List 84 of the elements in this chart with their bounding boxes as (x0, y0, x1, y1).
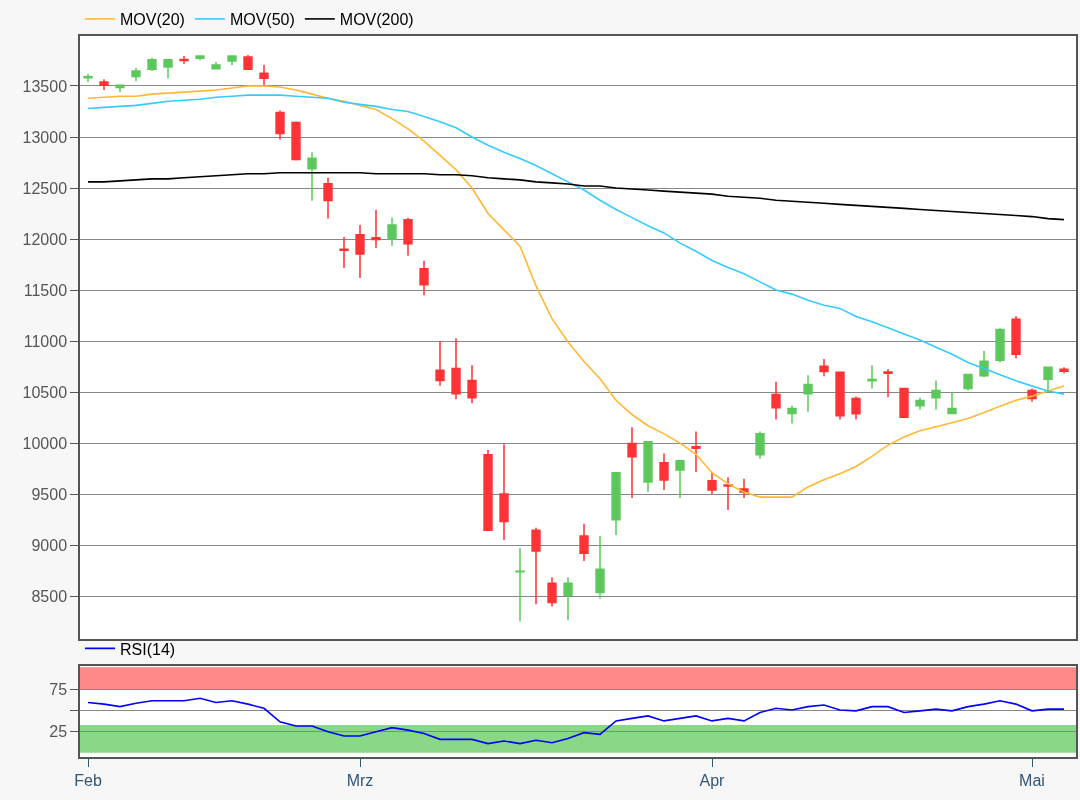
candlestick (179, 55, 189, 65)
legend-label: RSI(14) (120, 640, 176, 658)
candlestick (115, 84, 125, 93)
candlestick (451, 337, 461, 401)
candlestick (803, 374, 813, 413)
candlestick (163, 58, 173, 80)
x-tick-label: Apr (699, 771, 726, 789)
candlestick (691, 430, 701, 473)
candlestick (371, 209, 381, 249)
candlestick (99, 78, 109, 91)
line-series (87, 85, 1065, 498)
candlestick (339, 236, 349, 269)
y-tick-label: 75 (49, 681, 68, 699)
candlestick (915, 396, 925, 411)
candlestick (355, 224, 365, 279)
candlestick (307, 151, 317, 202)
candlestick (659, 452, 669, 491)
line-series (87, 697, 1065, 745)
candlestick (83, 73, 93, 83)
candlestick (403, 216, 413, 257)
candlestick (467, 364, 477, 405)
y-tick-label: 8500 (31, 587, 68, 605)
candlestick (435, 340, 445, 387)
candlestick (243, 54, 253, 71)
candlestick (963, 373, 973, 392)
candlestick (323, 176, 333, 220)
y-tick-label: 13500 (22, 77, 68, 95)
candlestick (835, 371, 845, 421)
candlestick (259, 64, 269, 86)
candlestick (867, 364, 877, 390)
y-tick-label: 9000 (31, 536, 68, 554)
candlestick (675, 459, 685, 499)
legend-label: MOV(50) (229, 11, 295, 29)
candlestick (995, 327, 1005, 364)
candlestick (291, 120, 301, 162)
candlestick (755, 430, 765, 460)
candlestick (211, 61, 221, 70)
candlestick (851, 395, 861, 421)
candlestick (707, 472, 717, 495)
y-tick-label: 10000 (22, 434, 68, 452)
candlestick (131, 67, 141, 82)
candlestick (1059, 366, 1069, 374)
candlestick (883, 368, 893, 399)
candlestick (547, 576, 557, 608)
candlestick (771, 380, 781, 421)
y-tick-label: 12000 (22, 230, 68, 248)
candlestick (627, 426, 637, 499)
y-tick-label: 12500 (22, 179, 68, 197)
candlestick (147, 57, 157, 72)
candlestick (931, 379, 941, 411)
y-tick-label: 11500 (23, 281, 68, 299)
candlestick (611, 472, 621, 536)
x-tick-label: Mai (1019, 771, 1045, 789)
legend-label: MOV(20) (120, 11, 185, 29)
candlestick (563, 576, 573, 621)
y-tick-label: 11000 (23, 332, 68, 350)
legend-label: MOV(200) (339, 11, 414, 29)
y-tick-label: 25 (49, 723, 68, 741)
candlestick (819, 358, 829, 378)
candlestick (483, 449, 493, 532)
candlestick (787, 404, 797, 425)
candlestick (595, 535, 605, 600)
line-series (87, 94, 1065, 395)
candlestick (947, 391, 957, 415)
line-series (87, 171, 1065, 221)
y-tick-label: 13000 (22, 128, 68, 146)
candlestick (723, 476, 733, 511)
candlestick (499, 443, 509, 541)
candlestick (531, 527, 541, 605)
x-tick-label: Mrz (346, 771, 374, 789)
candlestick (1011, 315, 1021, 360)
candlestick (979, 350, 989, 378)
candlestick (643, 441, 653, 493)
candlestick (515, 547, 525, 623)
y-tick-label: 10500 (22, 383, 68, 401)
x-tick-label: Feb (74, 771, 102, 789)
candlestick (387, 216, 397, 247)
candlestick (195, 54, 205, 62)
candlestick (419, 260, 429, 296)
candlestick (579, 523, 589, 562)
y-tick-label: 9500 (31, 485, 68, 503)
candlestick (275, 109, 285, 141)
candlestick (227, 54, 237, 66)
candlestick (899, 387, 909, 419)
